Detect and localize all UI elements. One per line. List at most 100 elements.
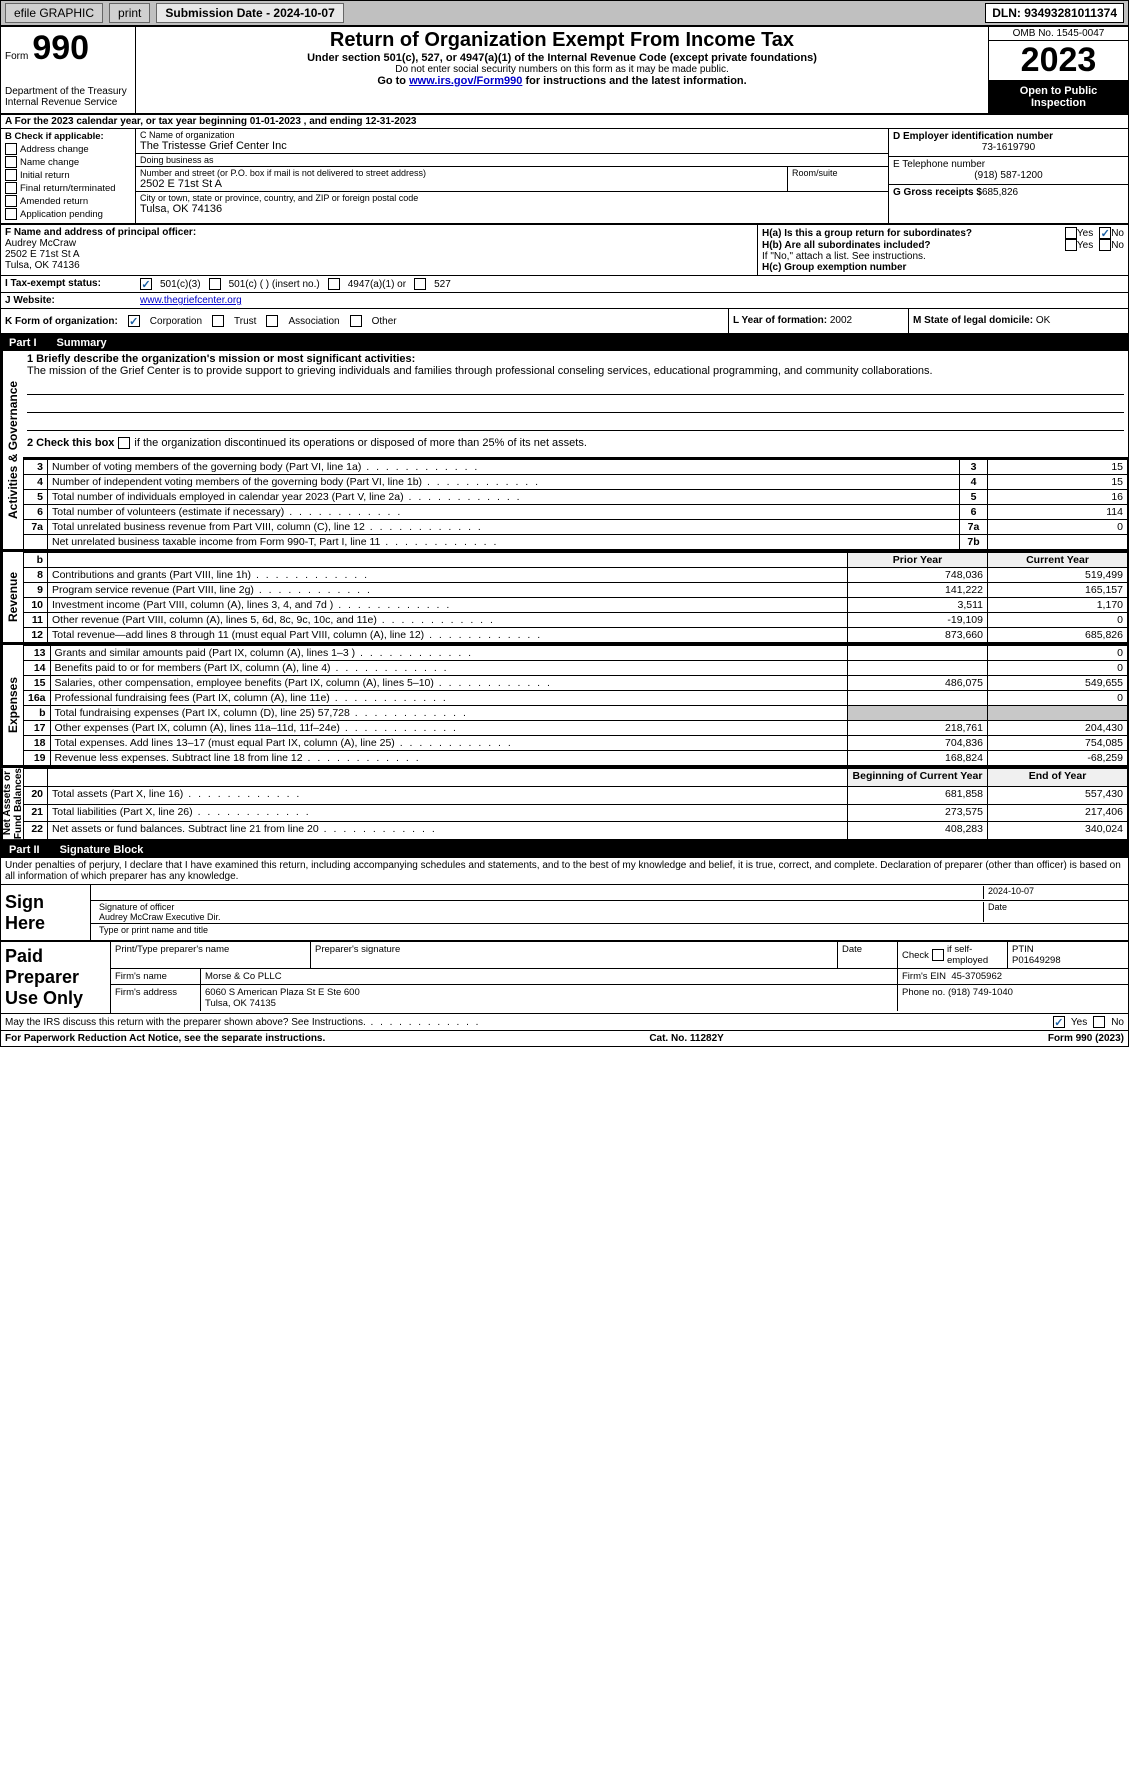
cell-phone: E Telephone number (918) 587-1200 [889, 157, 1128, 185]
chk-assoc[interactable] [266, 315, 278, 327]
table-row: 11Other revenue (Part VIII, column (A), … [24, 613, 1128, 628]
cell-dba: Doing business as [136, 154, 888, 167]
ptin-lbl: PTIN [1012, 944, 1124, 955]
chk-ha-yes[interactable] [1065, 227, 1077, 239]
cell-org-name: C Name of organization The Tristesse Gri… [136, 129, 888, 154]
prep-print-lbl: Print/Type preparer's name [111, 942, 311, 968]
discuss-row: May the IRS discuss this return with the… [1, 1013, 1128, 1030]
row-a-taxyear: A For the 2023 calendar year, or tax yea… [1, 115, 1128, 129]
korg-row: K Form of organization: Corporation Trus… [1, 309, 1128, 335]
form-header: Form 990 Department of the Treasury Inte… [1, 27, 1128, 115]
table-row: 8Contributions and grants (Part VIII, li… [24, 568, 1128, 583]
chk-discontinued[interactable] [118, 437, 130, 449]
side-revenue: Revenue [1, 552, 23, 643]
status-row-j: J Website: www.thegriefcenter.org [1, 293, 1128, 309]
paid-preparer-row: Paid Preparer Use Only Print/Type prepar… [1, 940, 1128, 1013]
website-link[interactable]: www.thegriefcenter.org [140, 295, 242, 306]
firm-addr-val: 6060 S American Plaza St E Ste 600 [205, 987, 893, 998]
mission-block: 1 Briefly describe the organization's mi… [23, 351, 1128, 459]
chk-other[interactable] [350, 315, 362, 327]
footer-right: Form 990 (2023) [1048, 1033, 1124, 1044]
part1-header: Part I Summary [1, 335, 1128, 351]
sig-name-title: Audrey McCraw Executive Dir. [99, 912, 979, 922]
chk-discuss-yes[interactable] [1053, 1016, 1065, 1028]
print-button[interactable]: print [109, 3, 150, 23]
cell-suite: Room/suite [788, 167, 888, 192]
entity-block: B Check if applicable: Address change Na… [1, 129, 1128, 225]
netassets-table: Beginning of Current YearEnd of Year20To… [23, 768, 1128, 840]
footer-left: For Paperwork Reduction Act Notice, see … [5, 1033, 325, 1044]
signature-declaration: Under penalties of perjury, I declare th… [1, 858, 1128, 885]
table-row: 6Total number of volunteers (estimate if… [24, 505, 1128, 520]
governance-table: 3Number of voting members of the governi… [23, 459, 1128, 550]
firm-name-val: Morse & Co PLLC [201, 969, 898, 984]
firm-city-val: Tulsa, OK 74135 [205, 998, 893, 1009]
cell-street: Number and street (or P.O. box if mail i… [136, 167, 788, 192]
revenue-section: Revenue bPrior YearCurrent Year8Contribu… [1, 550, 1128, 643]
chk-amended[interactable] [5, 195, 17, 207]
table-row: 3Number of voting members of the governi… [24, 460, 1128, 475]
sign-here-label: Sign Here [1, 885, 91, 940]
chk-527[interactable] [414, 278, 426, 290]
side-governance: Activities & Governance [1, 351, 23, 550]
footer-row: For Paperwork Reduction Act Notice, see … [1, 1030, 1128, 1046]
table-row: 13Grants and similar amounts paid (Part … [24, 646, 1128, 661]
table-row: 17Other expenses (Part IX, column (A), l… [24, 721, 1128, 736]
header-right: OMB No. 1545-0047 2023 Open to Public In… [988, 27, 1128, 113]
form-subtitle-1: Under section 501(c), 527, or 4947(a)(1)… [142, 52, 982, 64]
chk-501c3[interactable] [140, 278, 152, 290]
ha-label: H(a) Is this a group return for subordin… [762, 228, 1065, 239]
chk-corp[interactable] [128, 315, 140, 327]
table-row: 22Net assets or fund balances. Subtract … [24, 822, 1128, 840]
form-subtitle-3: Go to www.irs.gov/Form990 for instructio… [142, 75, 982, 87]
sig-type-name: Type or print name and title [95, 925, 1124, 939]
table-row: 5Total number of individuals employed in… [24, 490, 1128, 505]
irs-link[interactable]: www.irs.gov/Form990 [409, 75, 522, 87]
open-inspection: Open to Public Inspection [989, 81, 1128, 113]
sig-date-lbl: Date [984, 902, 1124, 922]
chk-app-pending[interactable] [5, 208, 17, 220]
table-row: bTotal fundraising expenses (Part IX, co… [24, 706, 1128, 721]
table-row: 7aTotal unrelated business revenue from … [24, 520, 1128, 535]
form-word: Form [5, 51, 28, 62]
netassets-section: Net Assets or Fund Balances Beginning of… [1, 766, 1128, 842]
footer-mid: Cat. No. 11282Y [649, 1033, 723, 1044]
hb-note: If "No," attach a list. See instructions… [762, 251, 1124, 262]
sig-date: 2024-10-07 [984, 886, 1124, 899]
table-row: 14Benefits paid to or for members (Part … [24, 661, 1128, 676]
chk-hb-no[interactable] [1099, 239, 1111, 251]
chk-address-change[interactable] [5, 143, 17, 155]
chk-discuss-no[interactable] [1093, 1016, 1105, 1028]
chk-name-change[interactable] [5, 156, 17, 168]
firm-addr-lbl: Firm's address [111, 985, 201, 1011]
form-title: Return of Organization Exempt From Incom… [142, 29, 982, 52]
firm-name-lbl: Firm's name [111, 969, 201, 984]
status-row-i: I Tax-exempt status: 501(c)(3) 501(c) ( … [1, 276, 1128, 293]
form-number: 990 [32, 29, 89, 68]
table-row: 9Program service revenue (Part VIII, lin… [24, 583, 1128, 598]
chk-4947[interactable] [328, 278, 340, 290]
chk-self-employed[interactable] [932, 949, 944, 961]
revenue-table: bPrior YearCurrent Year8Contributions an… [23, 552, 1128, 643]
chk-trust[interactable] [212, 315, 224, 327]
part2-header: Part II Signature Block [1, 842, 1128, 858]
chk-hb-yes[interactable] [1065, 239, 1077, 251]
efile-label: efile GRAPHIC [5, 3, 103, 23]
entity-right: D Employer identification number 73-1619… [888, 129, 1128, 223]
hb-label: H(b) Are all subordinates included? [762, 240, 1065, 251]
chk-ha-no[interactable] [1099, 227, 1111, 239]
cell-gross: G Gross receipts $685,826 [889, 185, 1128, 213]
check-b-label: B Check if applicable: [5, 131, 131, 142]
officer-left: F Name and address of principal officer:… [1, 225, 758, 275]
header-title-block: Return of Organization Exempt From Incom… [136, 27, 988, 113]
chk-final-return[interactable] [5, 182, 17, 194]
table-row: 4Number of independent voting members of… [24, 475, 1128, 490]
sign-here-row: Sign Here 2024-10-07 Signature of office… [1, 885, 1128, 940]
expenses-section: Expenses 13Grants and similar amounts pa… [1, 643, 1128, 766]
table-row: 18Total expenses. Add lines 13–17 (must … [24, 736, 1128, 751]
chk-501c[interactable] [209, 278, 221, 290]
chk-initial-return[interactable] [5, 169, 17, 181]
cell-city: City or town, state or province, country… [136, 192, 888, 216]
table-row: 20Total assets (Part X, line 16)681,8585… [24, 786, 1128, 804]
paid-preparer-label: Paid Preparer Use Only [1, 942, 111, 1013]
